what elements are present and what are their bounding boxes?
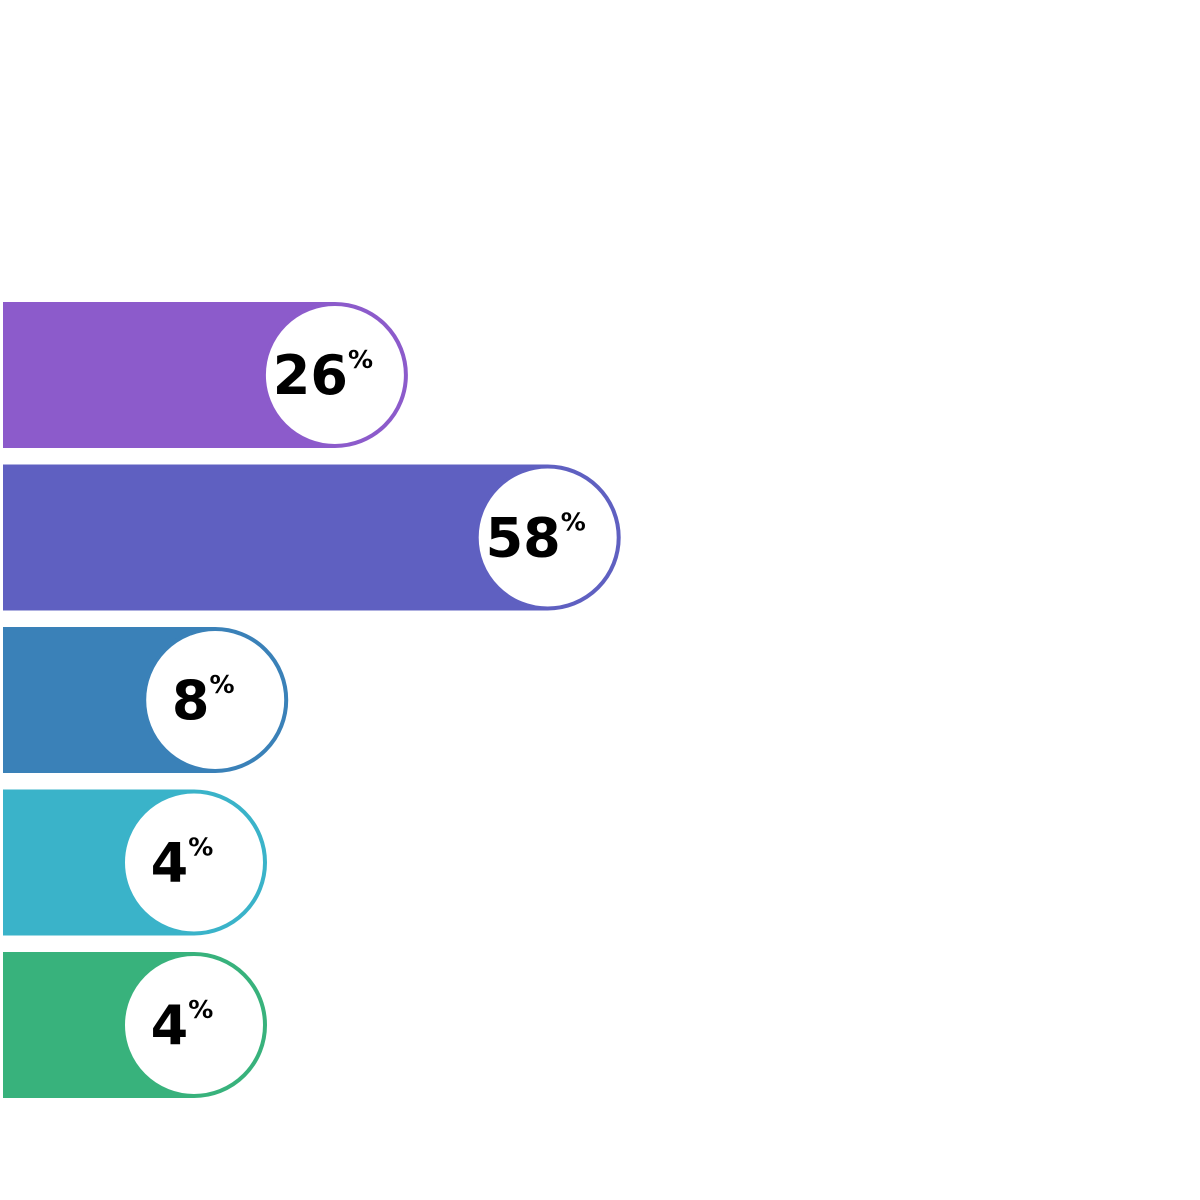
value-badge: [121, 952, 267, 1098]
bar: [3, 464, 548, 611]
bar-group: 26%: [3, 302, 408, 448]
data-label-unit: %: [188, 995, 213, 1024]
data-label-unit: %: [561, 508, 586, 537]
data-label-value: 8: [172, 669, 210, 732]
value-badge: [142, 627, 289, 773]
bar-group: 58%: [3, 464, 621, 611]
data-label: 8%: [172, 669, 235, 732]
data-label-unit: %: [348, 345, 373, 374]
data-label-value: 4: [151, 832, 189, 895]
bar-group: 8%: [3, 627, 289, 773]
bar-group: 4%: [3, 952, 267, 1098]
data-label-value: 26: [273, 344, 348, 407]
value-badge: [261, 302, 408, 448]
data-label-value: 58: [486, 507, 561, 570]
value-badge: [121, 789, 267, 936]
value-badge: [474, 464, 621, 611]
data-label-unit: %: [188, 833, 213, 862]
data-label-value: 4: [151, 994, 189, 1057]
data-label: 58%: [486, 507, 586, 570]
data-label: 4%: [151, 832, 214, 895]
data-label: 26%: [273, 344, 373, 407]
bar-group: 4%: [3, 789, 267, 936]
data-label-unit: %: [209, 670, 234, 699]
data-label: 4%: [151, 994, 214, 1057]
